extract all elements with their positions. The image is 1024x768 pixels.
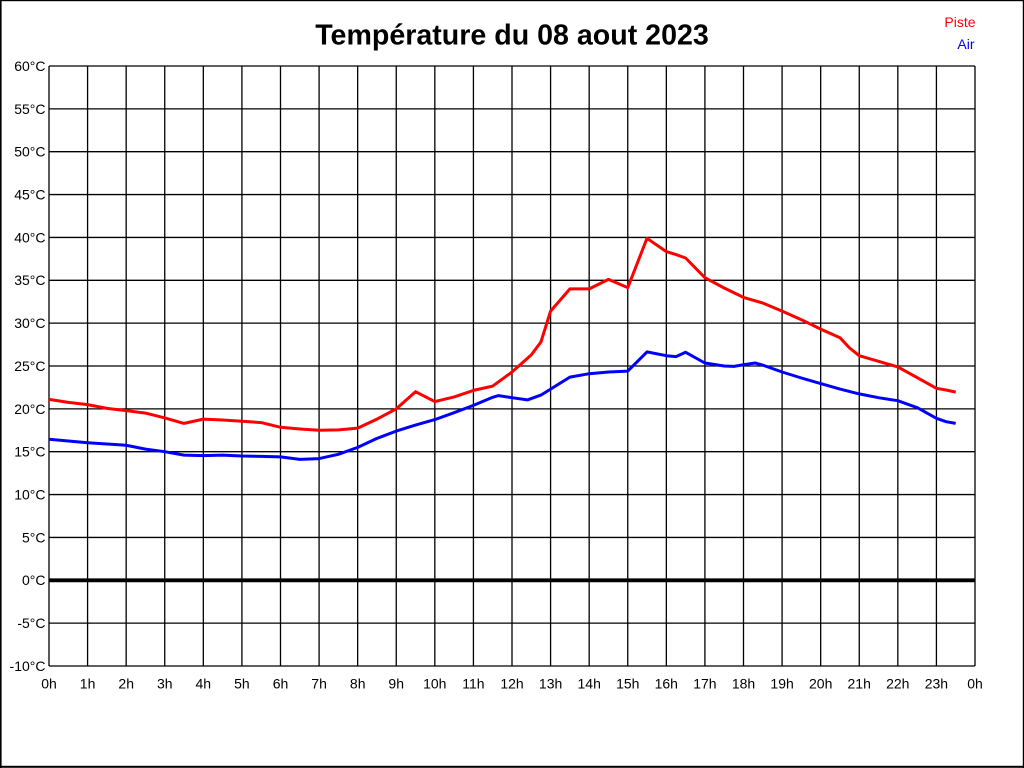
svg-text:8h: 8h: [350, 676, 366, 692]
svg-text:Température du 08 aout 2023: Température du 08 aout 2023: [315, 20, 709, 52]
svg-text:55°C: 55°C: [14, 101, 45, 117]
svg-text:6h: 6h: [273, 676, 289, 692]
svg-text:0h: 0h: [41, 676, 57, 692]
svg-text:18h: 18h: [732, 676, 755, 692]
svg-text:20h: 20h: [809, 676, 832, 692]
svg-text:16h: 16h: [655, 676, 678, 692]
svg-text:50°C: 50°C: [14, 144, 45, 160]
svg-text:19h: 19h: [770, 676, 793, 692]
svg-text:4h: 4h: [196, 676, 212, 692]
svg-text:1h: 1h: [80, 676, 96, 692]
svg-text:23h: 23h: [925, 676, 948, 692]
svg-text:15h: 15h: [616, 676, 639, 692]
svg-text:14h: 14h: [578, 676, 601, 692]
svg-text:11h: 11h: [462, 676, 484, 692]
svg-text:10°C: 10°C: [14, 487, 45, 503]
svg-text:-5°C: -5°C: [17, 615, 45, 631]
svg-text:20°C: 20°C: [14, 401, 45, 417]
svg-text:0°C: 0°C: [22, 572, 46, 588]
svg-text:3h: 3h: [157, 676, 173, 692]
svg-text:9h: 9h: [388, 676, 404, 692]
svg-text:-10°C: -10°C: [10, 658, 46, 674]
svg-text:10h: 10h: [423, 676, 446, 692]
svg-text:5h: 5h: [234, 676, 250, 692]
svg-text:21h: 21h: [848, 676, 871, 692]
svg-text:60°C: 60°C: [14, 58, 45, 74]
svg-text:45°C: 45°C: [14, 187, 45, 203]
svg-text:2h: 2h: [118, 676, 134, 692]
svg-text:12h: 12h: [500, 676, 523, 692]
svg-text:17h: 17h: [693, 676, 716, 692]
svg-text:40°C: 40°C: [14, 229, 45, 245]
svg-text:7h: 7h: [311, 676, 327, 692]
svg-text:25°C: 25°C: [14, 358, 45, 374]
svg-text:22h: 22h: [886, 676, 909, 692]
svg-text:Piste: Piste: [944, 14, 975, 30]
svg-text:0h: 0h: [967, 676, 983, 692]
svg-text:Air: Air: [957, 36, 974, 52]
svg-text:13h: 13h: [539, 676, 562, 692]
svg-text:30°C: 30°C: [14, 315, 45, 331]
svg-text:35°C: 35°C: [14, 272, 45, 288]
svg-text:15°C: 15°C: [14, 444, 45, 460]
svg-text:5°C: 5°C: [22, 529, 46, 545]
